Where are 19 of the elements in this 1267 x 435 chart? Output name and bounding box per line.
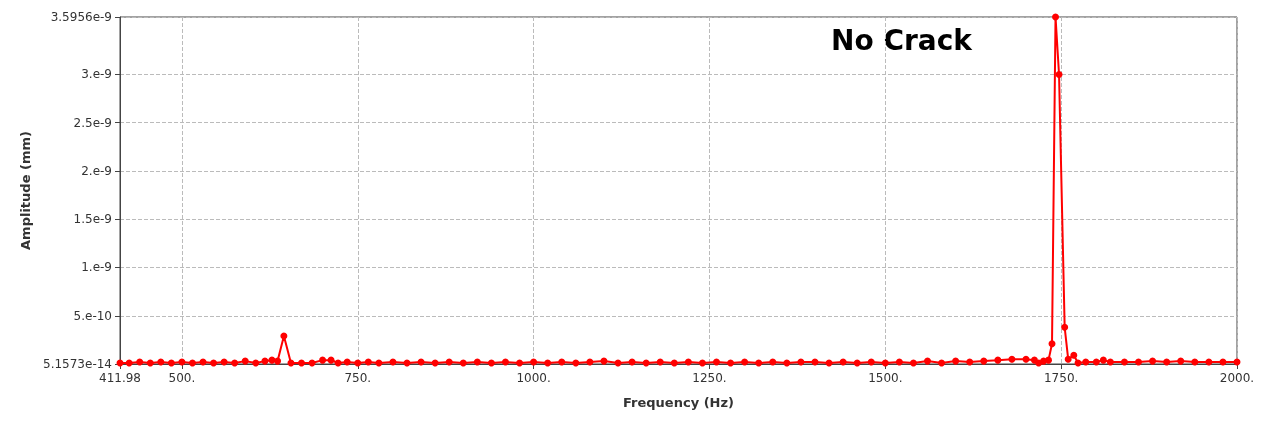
x-tick-label: 1500. bbox=[868, 371, 903, 385]
y-tick-label: 3.5956e-9 bbox=[50, 10, 112, 24]
annotation: No Crack bbox=[831, 23, 974, 57]
y-tick-label: 2.e-9 bbox=[81, 163, 112, 178]
y-tick-label: 2.5e-9 bbox=[73, 115, 112, 130]
x-tick-label: 500. bbox=[168, 371, 196, 385]
x-tick-label: 2000. bbox=[1219, 371, 1255, 385]
y-tick-label: 5.1573e-14 bbox=[43, 357, 112, 371]
x-tick-label: 411.98 bbox=[99, 371, 141, 385]
y-tick-label: 1.5e-9 bbox=[73, 212, 112, 227]
y-tick-label: 5.e-10 bbox=[73, 308, 112, 323]
x-axis-title: Frequency (Hz) bbox=[623, 395, 734, 410]
x-tick-label: 1750. bbox=[1043, 371, 1079, 385]
y-tick-label: 1.e-9 bbox=[81, 260, 112, 275]
y-axis-title: Amplitude (mm) bbox=[18, 131, 33, 250]
y-tick-label: 3.e-9 bbox=[81, 67, 112, 82]
x-tick-label: 750. bbox=[344, 371, 372, 385]
x-tick-label: 1000. bbox=[516, 371, 551, 385]
x-tick-label: 1250. bbox=[692, 371, 727, 385]
